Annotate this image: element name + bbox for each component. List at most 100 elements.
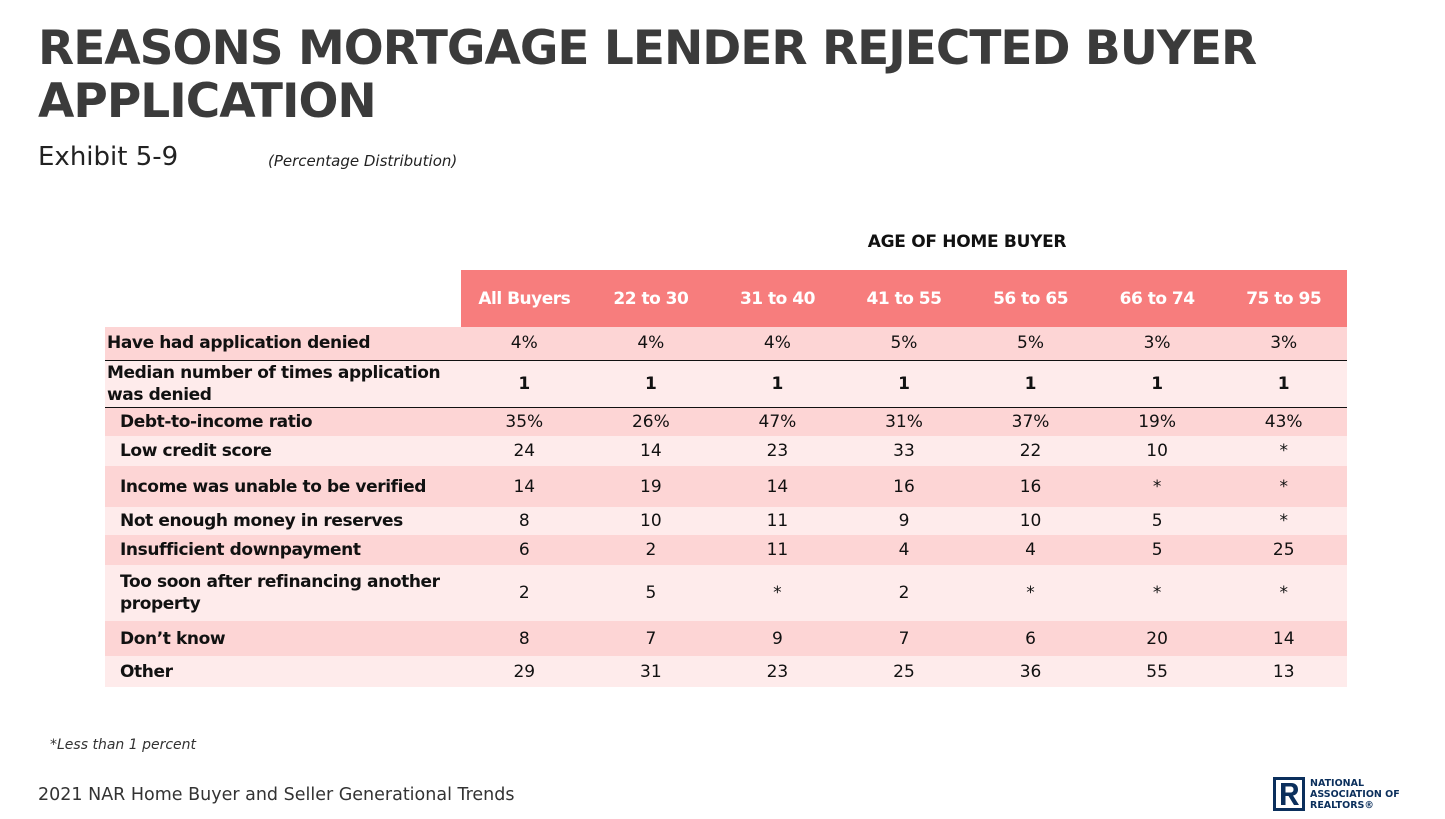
table-cell: 20 [1093,621,1221,656]
table-cell: * [1093,466,1221,507]
table-cell: 1 [967,360,1094,408]
table-cell: 14 [1220,621,1347,656]
table-cell: 37% [967,407,1094,436]
table-cell: 1 [1093,360,1221,408]
table-cell: 19% [1093,407,1221,436]
table-cell: 16 [840,466,968,507]
logo-line: ASSOCIATION OF [1310,789,1400,800]
table-cell: 1 [461,360,588,408]
row-label: Other [105,656,462,687]
table-cell: 26% [587,407,715,436]
table-cell: 31% [840,407,968,436]
row-label: Too soon after refinancing another prope… [105,565,462,621]
table-cell: 4% [714,327,841,361]
column-header: 66 to 74 [1093,270,1221,327]
exhibit-label: Exhibit 5-9 [38,142,179,172]
table-cell: 25 [1220,535,1347,565]
table-cell: 6 [967,621,1094,656]
group-header: AGE OF HOME BUYER [867,232,1067,252]
table-cell: 22 [967,436,1094,466]
table-cell: 2 [587,535,715,565]
logo-wordmark: NATIONAL ASSOCIATION OF REALTORS® [1310,778,1423,811]
column-header: 75 to 95 [1220,270,1347,327]
table-cell: 5 [1093,535,1221,565]
row-label: Insufficient downpayment [105,535,462,565]
table-cell: * [1093,565,1221,621]
table-cell: 13 [1220,656,1347,687]
table-cell: 6 [461,535,588,565]
table-cell: 4% [587,327,715,361]
table-cell: 35% [461,407,588,436]
table-cell: * [1220,436,1347,466]
table-cell: * [714,565,841,621]
table-cell: 11 [714,507,841,535]
table-cell: 2 [461,565,588,621]
table-cell: 4% [461,327,588,361]
table-cell: 8 [461,621,588,656]
footnote: *Less than 1 percent [50,737,197,753]
table-row: Median number of times application was d… [105,360,1347,408]
page-title: REASONS MORTGAGE LENDER REJECTED BUYER A… [38,21,1257,129]
row-label: Median number of times application was d… [105,360,462,408]
header-blank-cell [105,270,461,327]
row-label: Low credit score [105,436,462,466]
table-row: Insufficient downpayment 6 2 11 4 4 5 25 [105,535,1347,565]
table-row: Don’t know 8 7 9 7 6 20 14 [105,621,1347,656]
column-header: 41 to 55 [840,270,968,327]
table-cell: 5 [587,565,715,621]
table-cell: 31 [587,656,715,687]
table-row: Not enough money in reserves 8 10 11 9 1… [105,507,1347,535]
table-row: Income was unable to be verified 14 19 1… [105,466,1347,507]
table-cell: 3% [1093,327,1221,361]
table-cell: 5 [1093,507,1221,535]
nar-logo: NATIONAL ASSOCIATION OF REALTORS® [1273,777,1423,813]
row-label: Not enough money in reserves [105,507,462,535]
table-cell: 14 [461,466,588,507]
table-cell: 1 [1220,360,1347,408]
table-cell: 8 [461,507,588,535]
table-cell: 7 [587,621,715,656]
table-cell: 9 [840,507,968,535]
table-cell: 4 [840,535,968,565]
table-cell: 14 [714,466,841,507]
table-cell: 16 [967,466,1094,507]
table-header-row: All Buyers 22 to 30 31 to 40 41 to 55 56… [105,270,1347,327]
row-label: Don’t know [105,621,462,656]
row-label: Income was unable to be verified [105,466,462,507]
table-cell: 1 [714,360,841,408]
table-cell: 47% [714,407,841,436]
table-cell: 24 [461,436,588,466]
table-cell: 19 [587,466,715,507]
table-cell: 29 [461,656,588,687]
table-cell: 10 [587,507,715,535]
table-row: Low credit score 24 14 23 33 22 10 * [105,436,1347,466]
data-table: All Buyers 22 to 30 31 to 40 41 to 55 56… [105,270,1347,687]
table-cell: 4 [967,535,1094,565]
table-cell: 55 [1093,656,1221,687]
table-cell: 1 [587,360,715,408]
column-header: 22 to 30 [587,270,715,327]
table-cell: * [1220,565,1347,621]
table-cell: 11 [714,535,841,565]
table-cell: 5% [967,327,1094,361]
table-cell: 2 [840,565,968,621]
logo-line: REALTORS® [1310,800,1374,811]
footer-source: 2021 NAR Home Buyer and Seller Generatio… [38,785,515,805]
table-cell: 9 [714,621,841,656]
column-header: 56 to 65 [967,270,1094,327]
table-cell: 14 [587,436,715,466]
table-cell: 5% [840,327,968,361]
table-row: Debt-to-income ratio 35% 26% 47% 31% 37%… [105,407,1347,436]
table-row: Other 29 31 23 25 36 55 13 [105,656,1347,687]
table-cell: 23 [714,656,841,687]
table-cell: 10 [967,507,1094,535]
table-row: Have had application denied 4% 4% 4% 5% … [105,327,1347,361]
table-row: Too soon after refinancing another prope… [105,565,1347,621]
table-cell: 23 [714,436,841,466]
table-cell: 43% [1220,407,1347,436]
row-label: Debt-to-income ratio [105,407,462,436]
table-cell: 1 [840,360,968,408]
realtor-r-icon [1273,777,1305,811]
table-cell: 25 [840,656,968,687]
table-cell: * [1220,507,1347,535]
